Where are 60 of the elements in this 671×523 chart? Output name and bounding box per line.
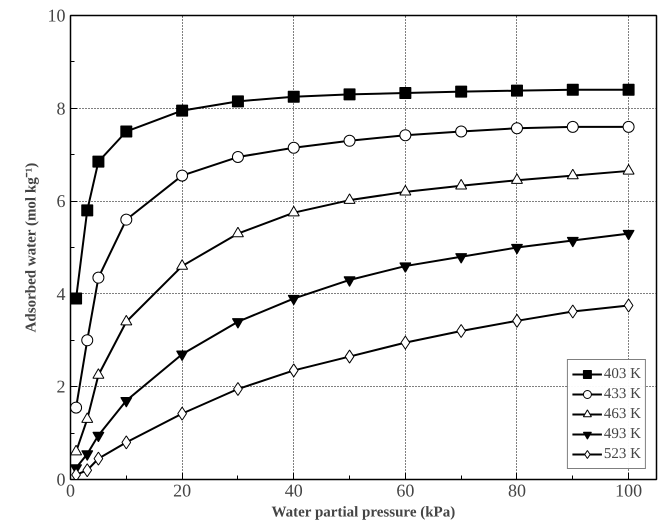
point — [176, 104, 188, 117]
y-tick-label: 4 — [56, 284, 66, 304]
point — [70, 292, 82, 305]
y-tick-label: 2 — [56, 376, 66, 397]
legend-label: 523 K — [604, 446, 641, 462]
point — [81, 204, 94, 216]
point — [92, 156, 104, 168]
point — [232, 95, 244, 108]
y-axis-title: Adsorbed water (mol kg⁻¹) — [24, 162, 40, 332]
point — [176, 170, 188, 182]
point — [344, 88, 356, 100]
point — [510, 84, 523, 97]
point — [121, 435, 132, 450]
point — [566, 120, 579, 133]
point — [120, 396, 132, 408]
x-tick-label: 100 — [615, 480, 642, 500]
point — [344, 134, 356, 147]
point — [288, 90, 300, 103]
point — [70, 402, 82, 414]
point — [622, 120, 635, 133]
point — [176, 350, 188, 362]
point — [568, 304, 578, 319]
x-tick-label: 40 — [284, 480, 303, 500]
point — [622, 230, 635, 240]
point — [82, 463, 92, 478]
point — [92, 432, 104, 442]
point — [120, 214, 132, 226]
x-axis-title: Water partial pressure (kPa) — [271, 504, 456, 520]
point — [510, 244, 523, 254]
point — [232, 318, 244, 329]
point — [455, 126, 468, 138]
point — [566, 84, 579, 96]
point — [288, 142, 300, 154]
x-tick-label: 80 — [508, 480, 526, 500]
legend-label: 493 K — [604, 426, 641, 442]
y-tick-label: 8 — [56, 98, 66, 118]
legend-label: 433 K — [604, 386, 641, 402]
x-tick-label: 60 — [396, 480, 414, 500]
point — [399, 262, 412, 273]
point — [455, 86, 468, 98]
legend-label: 463 K — [604, 406, 641, 422]
y-tick-label: 6 — [56, 191, 66, 212]
point — [120, 126, 132, 138]
point — [81, 334, 94, 346]
point — [622, 84, 635, 96]
point — [288, 294, 300, 306]
point — [288, 363, 299, 378]
point — [399, 86, 412, 99]
point — [566, 236, 579, 248]
point — [344, 276, 356, 287]
point — [232, 151, 244, 164]
point — [399, 129, 412, 142]
legend-label: 403 K — [604, 366, 641, 382]
point — [81, 450, 94, 461]
y-tick-label: 10 — [48, 6, 66, 26]
point — [455, 253, 468, 264]
x-tick-label: 20 — [173, 480, 192, 500]
point — [510, 122, 523, 134]
point — [92, 272, 104, 284]
point — [624, 298, 634, 312]
